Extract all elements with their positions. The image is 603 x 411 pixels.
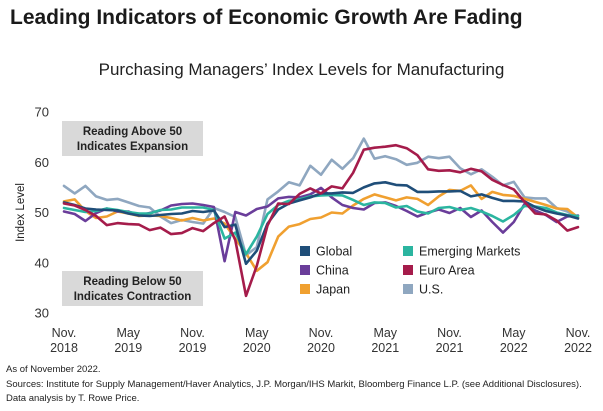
- x-tick-label-month: May: [116, 326, 140, 340]
- series-line-u-s: [62, 137, 580, 257]
- x-tick-label-year: 2021: [371, 341, 399, 355]
- legend-label-japan: Japan: [316, 283, 350, 297]
- legend-label-euro-area: Euro Area: [419, 264, 475, 278]
- x-tick-label-year: 2018: [50, 341, 78, 355]
- chart-title: Purchasing Managers’ Index Levels for Ma…: [98, 60, 505, 79]
- annotation-above-line2: Indicates Expansion: [77, 141, 188, 153]
- x-tick-label-month: May: [502, 326, 526, 340]
- y-axis-label: Index Level: [15, 183, 27, 242]
- x-tick-label-month: Nov.: [437, 326, 462, 340]
- x-tick-label-month: Nov.: [566, 326, 591, 340]
- legend-swatch-euro-area: [403, 265, 413, 275]
- legend-swatch-global: [300, 246, 310, 256]
- x-tick-label-month: Nov.: [309, 326, 334, 340]
- x-tick-label-month: May: [245, 326, 269, 340]
- annotation-above-line1: Reading Above 50: [83, 126, 182, 138]
- y-tick-label: 70: [35, 105, 49, 120]
- x-tick-label-year: 2019: [179, 341, 207, 355]
- sources-note: Sources: Institute for Supply Management…: [6, 379, 582, 404]
- x-tick-label-year: 2022: [564, 341, 592, 355]
- annotation-box-above: [62, 121, 203, 156]
- x-tick-label-month: May: [373, 326, 397, 340]
- legend-label-emerging-markets: Emerging Markets: [419, 245, 520, 259]
- x-tick-label-month: Nov.: [180, 326, 205, 340]
- x-tick-label-year: 2019: [114, 341, 142, 355]
- annotation-below-line2: Indicates Contraction: [74, 291, 192, 303]
- legend-swatch-china: [300, 265, 310, 275]
- series-line-emerging-markets: [62, 193, 580, 256]
- legend-swatch-u-s: [403, 284, 413, 294]
- legend-swatch-japan: [300, 284, 310, 294]
- y-tick-label: 50: [35, 205, 49, 220]
- headline: Leading Indicators of Economic Growth Ar…: [10, 6, 523, 29]
- legend-label-china: China: [316, 264, 349, 278]
- y-tick-label: 30: [35, 306, 49, 321]
- legend-label-u-s: U.S.: [419, 283, 443, 297]
- x-tick-label-year: 2020: [243, 341, 271, 355]
- y-tick-label: 60: [35, 155, 49, 170]
- annotation-below-line1: Reading Below 50: [83, 276, 181, 288]
- series-line-euro-area: [62, 143, 580, 298]
- pmi-line-chart: Index Level3040506070Nov.2018May2019Nov.…: [15, 105, 592, 356]
- y-tick-label: 40: [35, 255, 49, 270]
- x-tick-label-year: 2022: [500, 341, 528, 355]
- x-tick-label-year: 2021: [436, 341, 464, 355]
- x-tick-label-month: Nov.: [52, 326, 77, 340]
- legend-label-global: Global: [316, 245, 352, 259]
- legend-swatch-emerging-markets: [403, 246, 413, 256]
- footnote: As of November 2022.: [6, 364, 101, 375]
- x-tick-label-year: 2020: [307, 341, 335, 355]
- annotation-box-below: [62, 271, 203, 306]
